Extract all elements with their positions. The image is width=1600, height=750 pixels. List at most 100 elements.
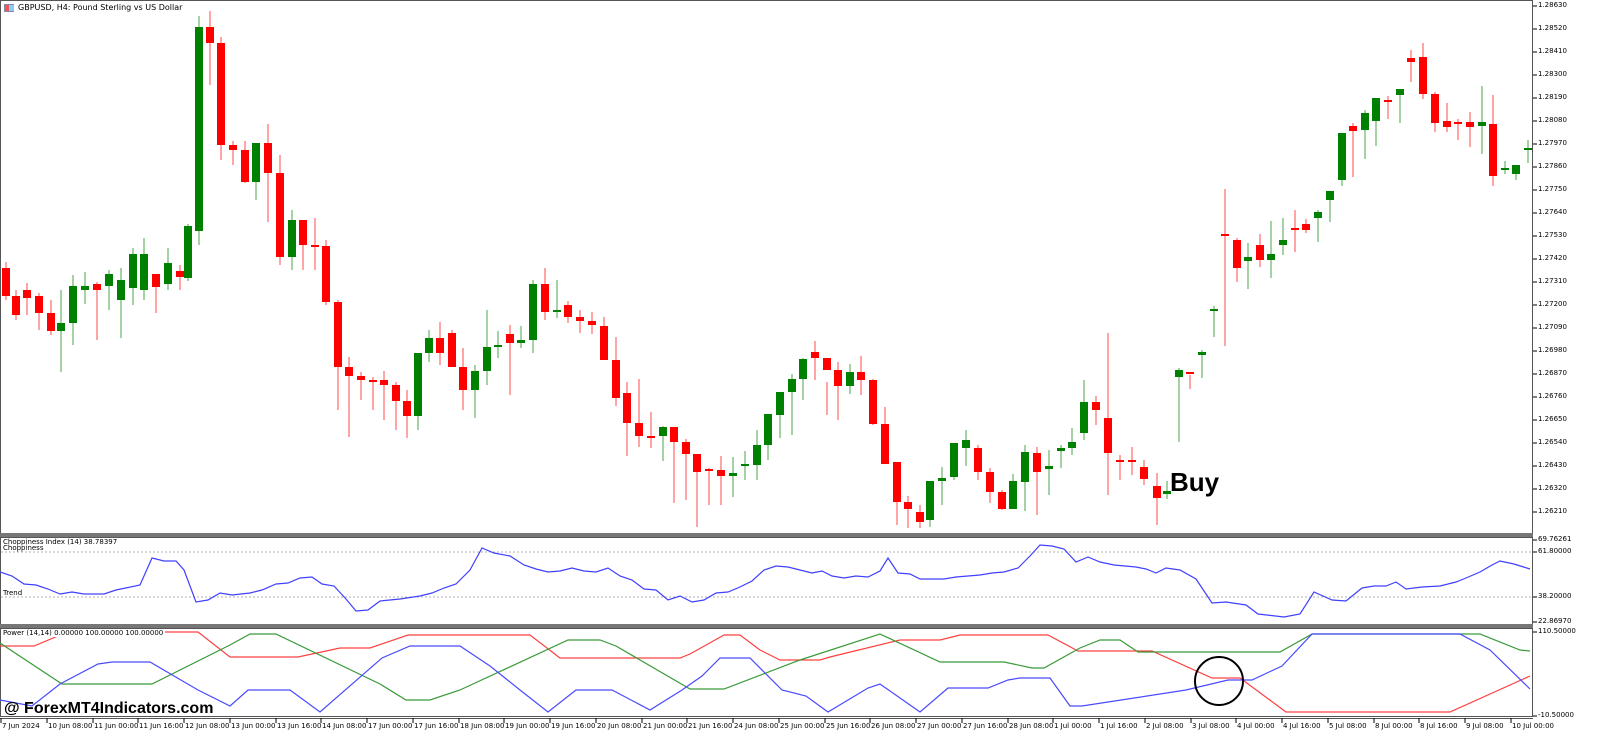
axis-label: 1.28190 xyxy=(1538,93,1567,101)
time-label: 10 Jul 00:00 xyxy=(1512,722,1554,730)
time-label: 11 Jun 00:00 xyxy=(94,722,139,730)
candle xyxy=(904,496,912,528)
candle xyxy=(105,270,113,310)
time-label: 14 Jun 08:00 xyxy=(322,722,367,730)
power-lines xyxy=(0,631,1531,713)
candle xyxy=(869,379,877,425)
time-label: 4 Jul 16:00 xyxy=(1283,722,1321,730)
candle xyxy=(1326,191,1334,222)
candle xyxy=(834,362,842,420)
candle xyxy=(23,283,31,315)
candle xyxy=(881,407,889,464)
candle xyxy=(184,224,192,281)
candle xyxy=(1302,219,1310,233)
candle xyxy=(1279,218,1287,255)
candle xyxy=(1384,96,1392,119)
candle xyxy=(998,490,1006,510)
candle xyxy=(717,456,725,505)
chop-level-label: Choppiness xyxy=(3,544,44,552)
trend-level-label: Trend xyxy=(3,589,23,597)
candle xyxy=(1466,112,1474,147)
candle xyxy=(241,141,249,183)
candle xyxy=(403,390,411,438)
candle xyxy=(47,300,55,335)
candle xyxy=(659,426,667,461)
candle xyxy=(612,337,620,406)
candle xyxy=(1512,165,1520,180)
time-label: 8 Jul 00:00 xyxy=(1375,722,1413,730)
candle xyxy=(986,468,994,503)
candle xyxy=(448,330,456,367)
candle xyxy=(506,325,514,395)
candle xyxy=(1057,445,1065,468)
axis-label: 1.26760 xyxy=(1538,392,1567,400)
candle xyxy=(164,248,172,290)
candle xyxy=(1361,110,1369,159)
candle xyxy=(799,358,807,400)
candle xyxy=(623,382,631,456)
candle xyxy=(1153,473,1161,525)
time-label: 12 Jun 08:00 xyxy=(185,722,230,730)
candle xyxy=(1198,350,1206,378)
candle xyxy=(893,462,901,525)
candle xyxy=(1186,372,1194,389)
candle xyxy=(494,331,502,358)
time-label: 21 Jun 00:00 xyxy=(643,722,688,730)
chart-window-icon xyxy=(4,3,14,12)
candle xyxy=(1163,481,1171,499)
candle xyxy=(12,290,20,320)
axis-label: 22.86970 xyxy=(1538,617,1572,625)
candle xyxy=(252,143,260,200)
time-label: 27 Jun 16:00 xyxy=(963,722,1008,730)
chart-title-text: GBPUSD, H4: Pound Sterling vs US Dollar xyxy=(18,3,183,12)
time-label: 10 Jun 08:00 xyxy=(48,722,93,730)
candle xyxy=(682,439,690,500)
candle xyxy=(1128,447,1136,475)
axis-label: 61.80000 xyxy=(1538,547,1572,555)
candle xyxy=(1233,238,1241,282)
candle xyxy=(1501,161,1509,174)
candle xyxy=(1338,133,1346,186)
axis-label: 1.27420 xyxy=(1538,254,1567,262)
candle xyxy=(588,312,596,334)
candle xyxy=(962,430,970,466)
axis-label: 110.50000 xyxy=(1538,627,1576,635)
time-label: 25 Jun 16:00 xyxy=(826,722,871,730)
axis-label: 1.26650 xyxy=(1538,415,1567,423)
candle xyxy=(288,210,296,270)
candle xyxy=(693,454,701,527)
candle xyxy=(1396,89,1404,123)
candle xyxy=(564,301,572,323)
candle xyxy=(357,372,365,400)
time-label: 17 Jun 00:00 xyxy=(368,722,413,730)
axis-label: 1.27530 xyxy=(1538,231,1567,239)
time-label: 17 Jun 16:00 xyxy=(414,722,459,730)
candle xyxy=(788,374,796,435)
candle xyxy=(81,272,89,304)
candle xyxy=(2,262,10,300)
power-indicator-label: Power (14,14) 0.00000 100.00000 100.0000… xyxy=(3,629,166,637)
annotation-circle xyxy=(1194,656,1244,706)
candle xyxy=(541,268,549,320)
candle xyxy=(195,16,203,245)
candle xyxy=(140,238,148,300)
time-label: 27 Jun 00:00 xyxy=(917,722,962,730)
time-label: 13 Jun 16:00 xyxy=(277,722,322,730)
candle xyxy=(529,280,537,353)
candle xyxy=(916,505,924,528)
candle xyxy=(705,468,713,505)
axis-label: -10.50000 xyxy=(1538,711,1574,719)
time-label: 9 Jul 08:00 xyxy=(1466,722,1504,730)
axis-label: 1.27310 xyxy=(1538,277,1567,285)
candle xyxy=(276,155,284,265)
candle xyxy=(1140,460,1148,485)
buy-annotation: Buy xyxy=(1170,467,1220,497)
candle xyxy=(311,218,319,270)
candle xyxy=(129,248,137,305)
candlestick-series xyxy=(2,11,1532,528)
candle xyxy=(950,443,958,480)
candle xyxy=(1068,428,1076,455)
axis-label: 38.20000 xyxy=(1538,592,1572,600)
